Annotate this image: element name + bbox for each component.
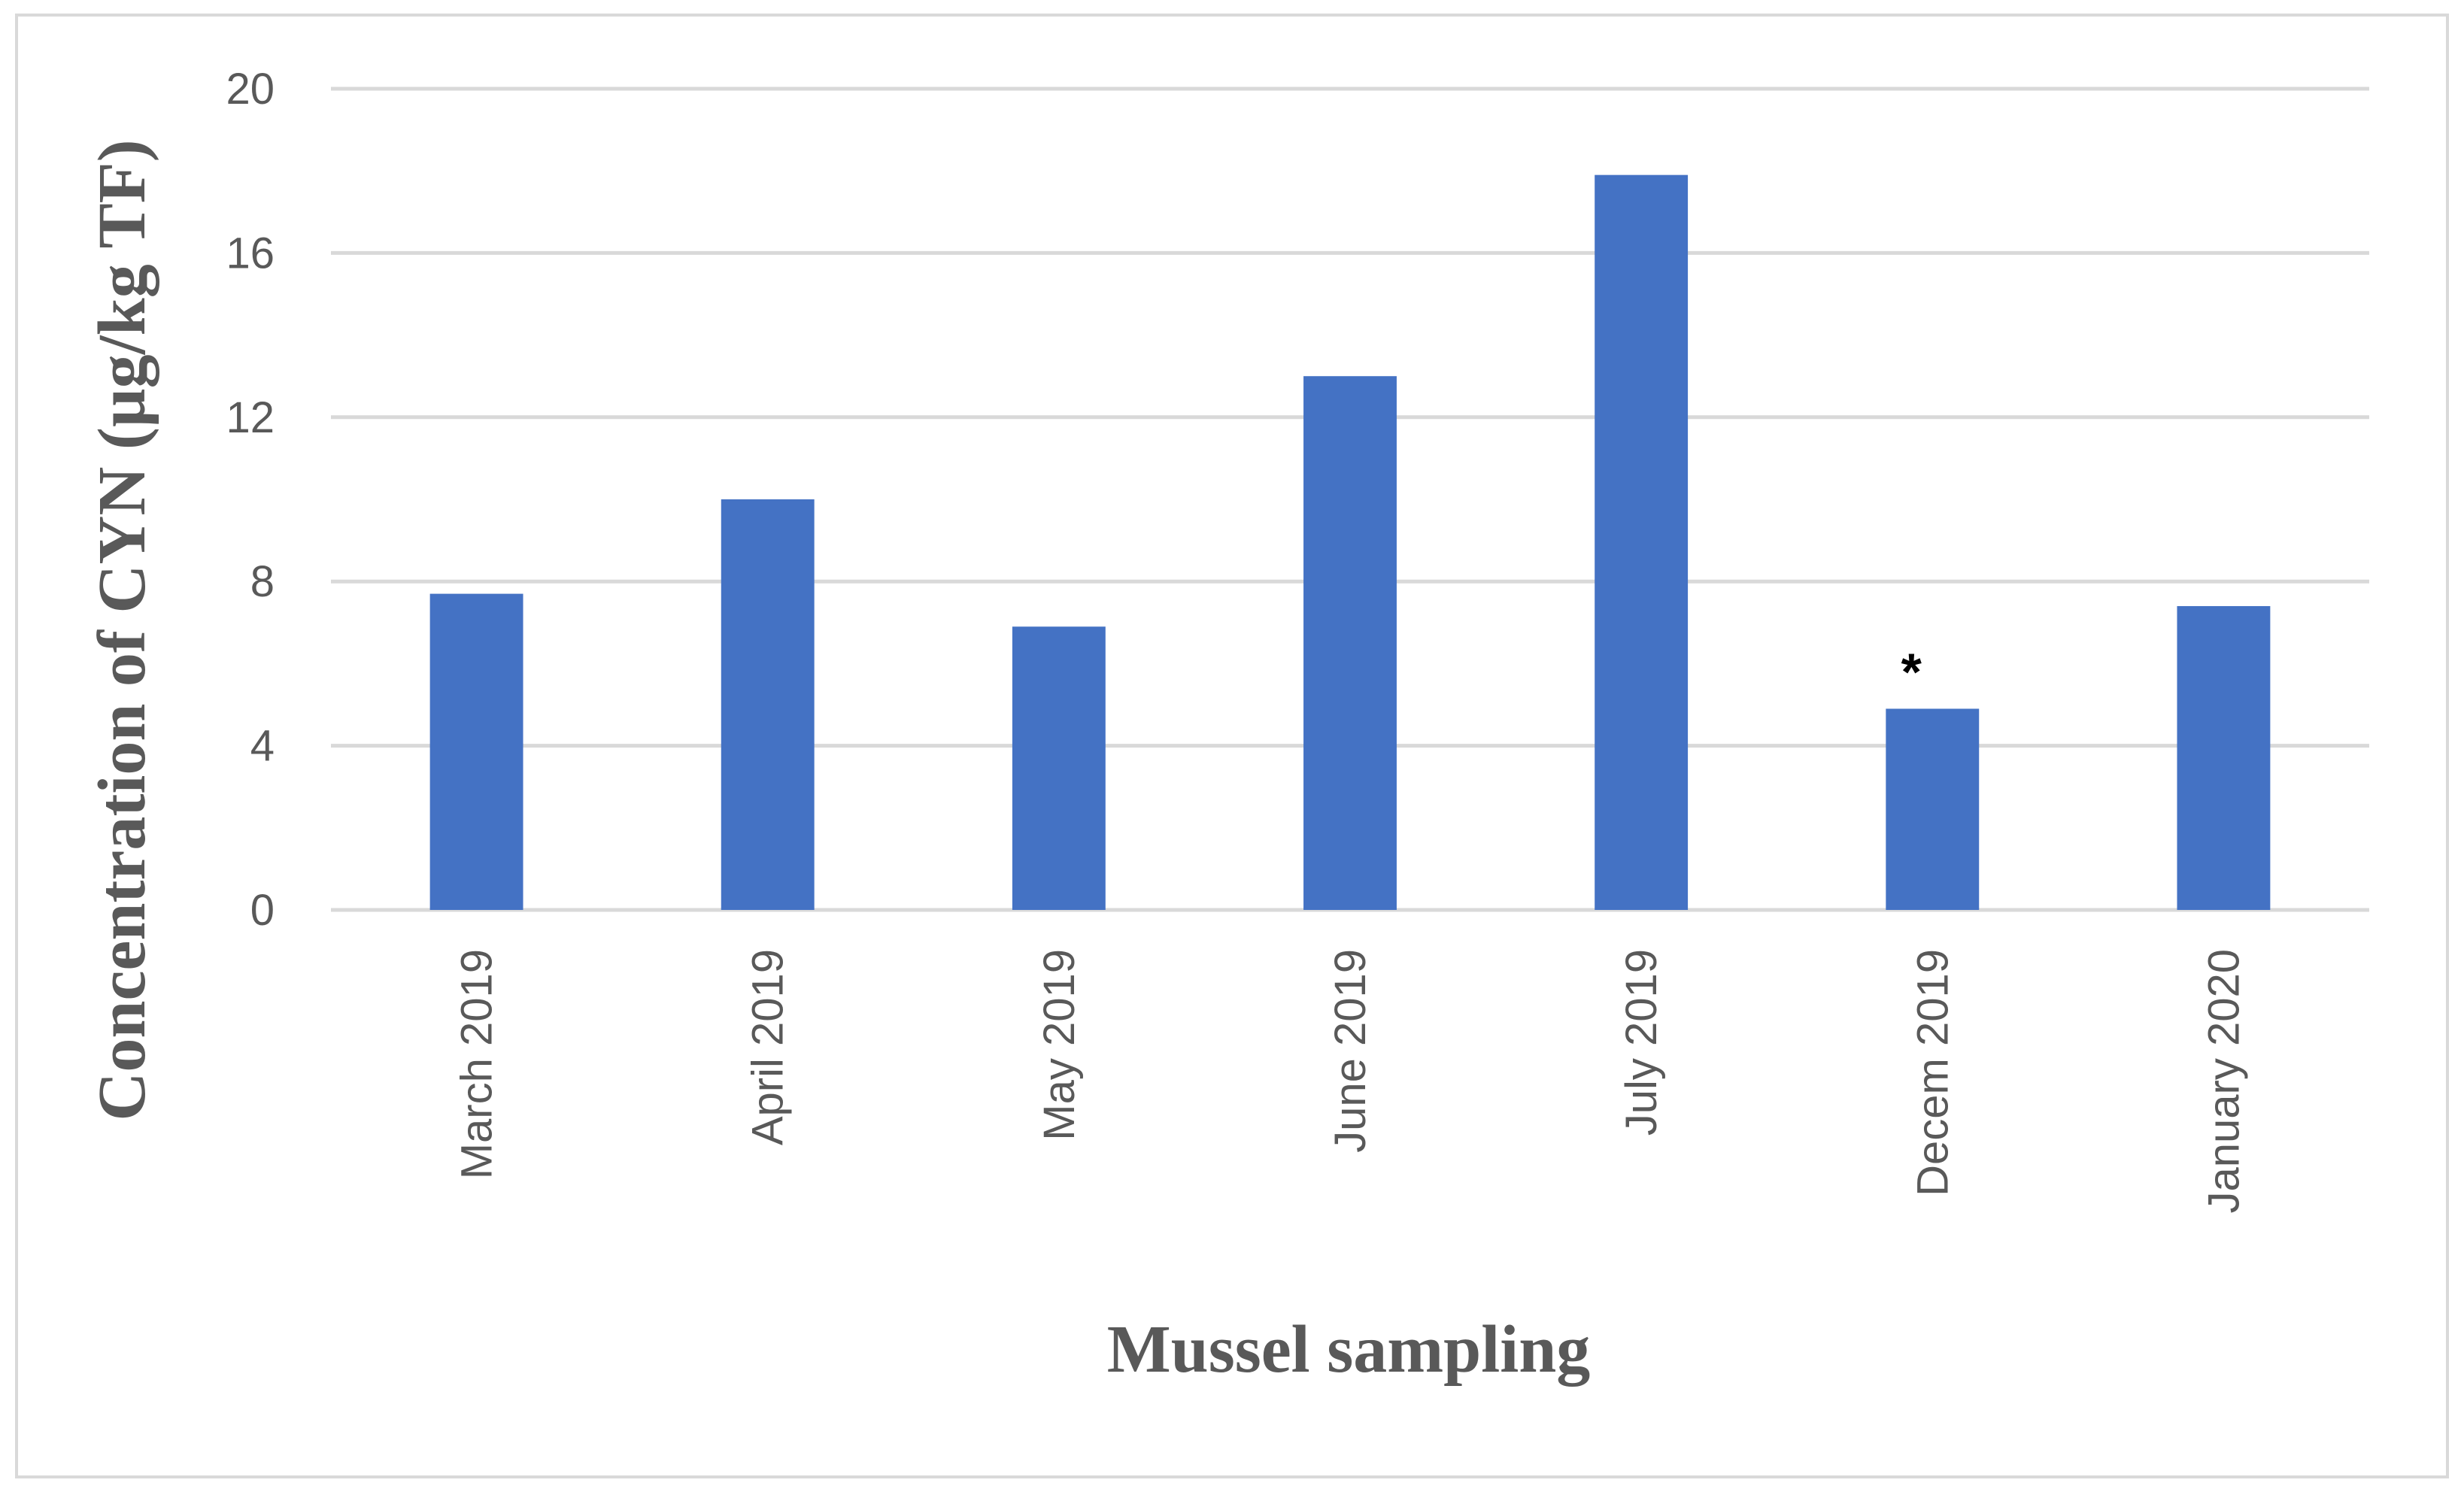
x-tick-label: June 2019 (1326, 949, 1375, 1153)
gridlines (331, 86, 2369, 912)
y-tick-label: 4 (250, 722, 275, 771)
annotations: * (1901, 642, 1922, 701)
bar (1012, 626, 1106, 910)
x-axis-title: Mussel sampling (1107, 1312, 1591, 1387)
x-tick-label: April 2019 (744, 949, 793, 1145)
bar (1886, 708, 1980, 910)
bar (721, 499, 815, 910)
y-axis-ticks: 0 4 8 12 16 20 (226, 65, 275, 935)
y-tick-label: 20 (226, 65, 275, 114)
x-tick-label: July 2019 (1617, 949, 1666, 1136)
x-tick-label: May 2019 (1035, 949, 1084, 1141)
y-tick-label: 16 (226, 229, 275, 277)
significance-marker: * (1901, 642, 1922, 701)
bar (1595, 174, 1689, 910)
y-tick-label: 8 (250, 557, 275, 606)
bar (429, 593, 523, 910)
bar (1303, 376, 1397, 910)
bar (2177, 605, 2271, 910)
x-axis-ticks: March 2019 April 2019 May 2019 June 2019 Jul… (453, 949, 2249, 1213)
y-tick-label: 12 (226, 393, 275, 442)
x-tick-label: January 2020 (2199, 949, 2248, 1213)
x-tick-label: March 2019 (453, 949, 502, 1179)
x-tick-label: Decem 2019 (1908, 949, 1957, 1196)
y-tick-label: 0 (250, 886, 275, 935)
y-axis-title: Concentration of CYN (µg/kg TF) (85, 139, 159, 1120)
bars (429, 174, 2271, 910)
